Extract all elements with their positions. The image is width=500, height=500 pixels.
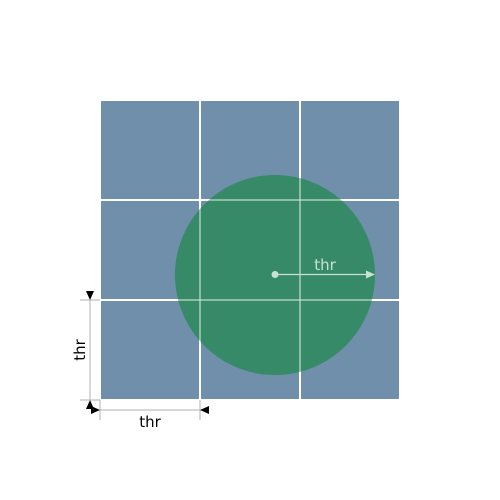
width-dimension [91, 400, 209, 420]
width-label: thr [139, 413, 161, 431]
width-arrowhead-right [200, 406, 209, 414]
radius-arrowhead [366, 270, 375, 279]
grid-lines [100, 100, 400, 400]
width-arrowhead-left [91, 406, 100, 414]
height-label: thr [71, 338, 89, 360]
grid-cell [101, 101, 199, 199]
radius-arrow [271, 270, 375, 279]
grid-cell [301, 101, 399, 199]
height-arrowhead-top [86, 291, 94, 300]
grid-cell [101, 301, 199, 399]
radius-label: thr [314, 256, 336, 274]
